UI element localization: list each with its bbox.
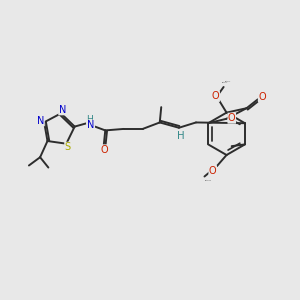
Text: N: N: [87, 120, 94, 130]
Text: O: O: [212, 92, 220, 101]
Text: N: N: [37, 116, 44, 126]
Text: O: O: [258, 92, 266, 102]
Text: O: O: [209, 166, 217, 176]
Text: methoxy: methoxy: [225, 81, 231, 82]
Text: H: H: [177, 131, 184, 141]
Text: O: O: [100, 145, 108, 155]
Text: methoxy2: methoxy2: [205, 180, 212, 181]
Text: methoxy: methoxy: [222, 82, 228, 83]
Text: N: N: [59, 105, 66, 115]
Text: H: H: [86, 115, 93, 124]
Text: O: O: [228, 113, 236, 123]
Text: S: S: [65, 142, 71, 152]
